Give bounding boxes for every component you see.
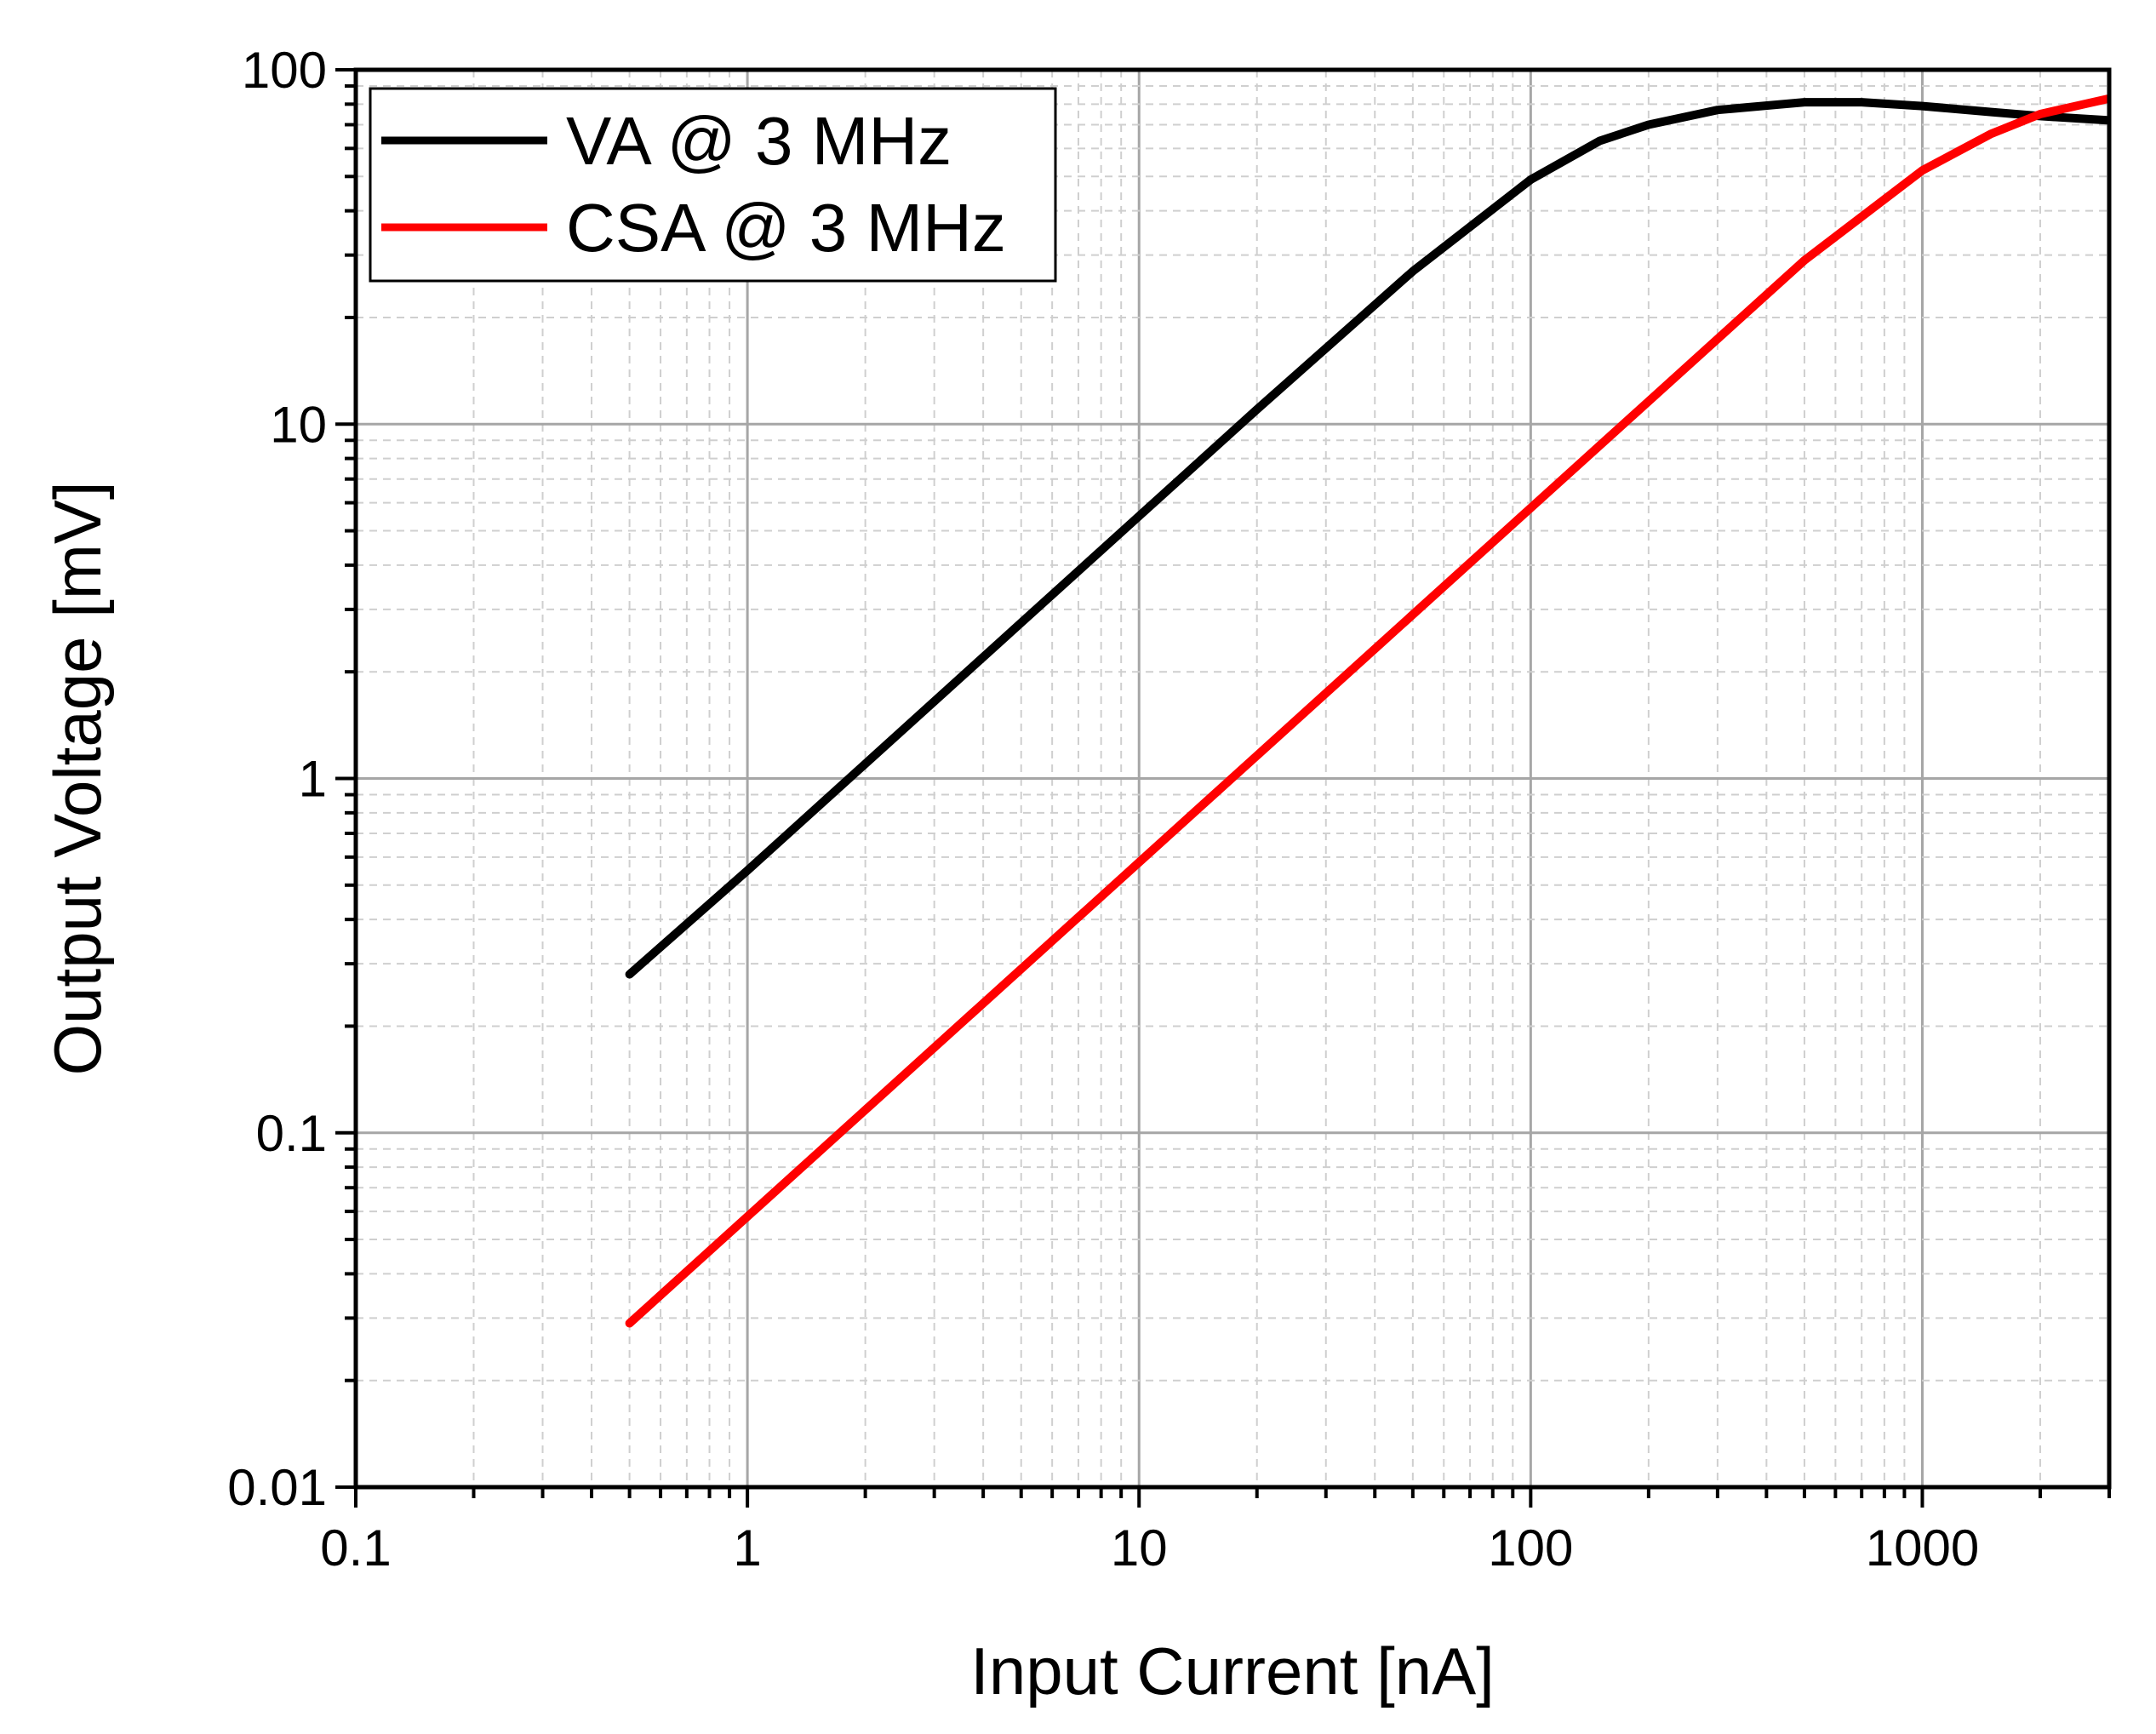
x-tick-labels: 0.1 1 10 100 1000 [320, 1519, 1979, 1577]
y-tick-label: 0.1 [256, 1105, 327, 1162]
y-tick-labels: 0.01 0.1 1 10 100 [227, 42, 327, 1516]
y-tick-label: 0.01 [227, 1459, 327, 1516]
ticks [335, 68, 2111, 1508]
x-tick-label: 100 [1488, 1519, 1573, 1577]
y-tick-label: 1 [299, 751, 327, 808]
series-line-csa [625, 94, 2109, 1328]
y-axis-title: Output Voltage [mV] [40, 481, 115, 1075]
x-tick-label: 0.1 [320, 1519, 391, 1577]
series-layer [625, 94, 2109, 1328]
x-tick-label: 10 [1111, 1519, 1168, 1577]
grid [354, 68, 2110, 1489]
series-line-va [625, 98, 2109, 979]
legend-label-va: VA @ 3 MHz [566, 103, 952, 179]
y-tick-label: 100 [242, 42, 327, 99]
x-axis-title: Input Current [nA] [970, 1634, 1495, 1708]
legend-box [369, 87, 1057, 283]
x-tick-label: 1 [733, 1519, 761, 1577]
y-tick-label: 10 [270, 396, 327, 453]
legend: VA @ 3 MHz CSA @ 3 MHz [369, 87, 1057, 283]
legend-label-csa: CSA @ 3 MHz [566, 190, 1006, 266]
x-tick-label: 1000 [1866, 1519, 1979, 1577]
